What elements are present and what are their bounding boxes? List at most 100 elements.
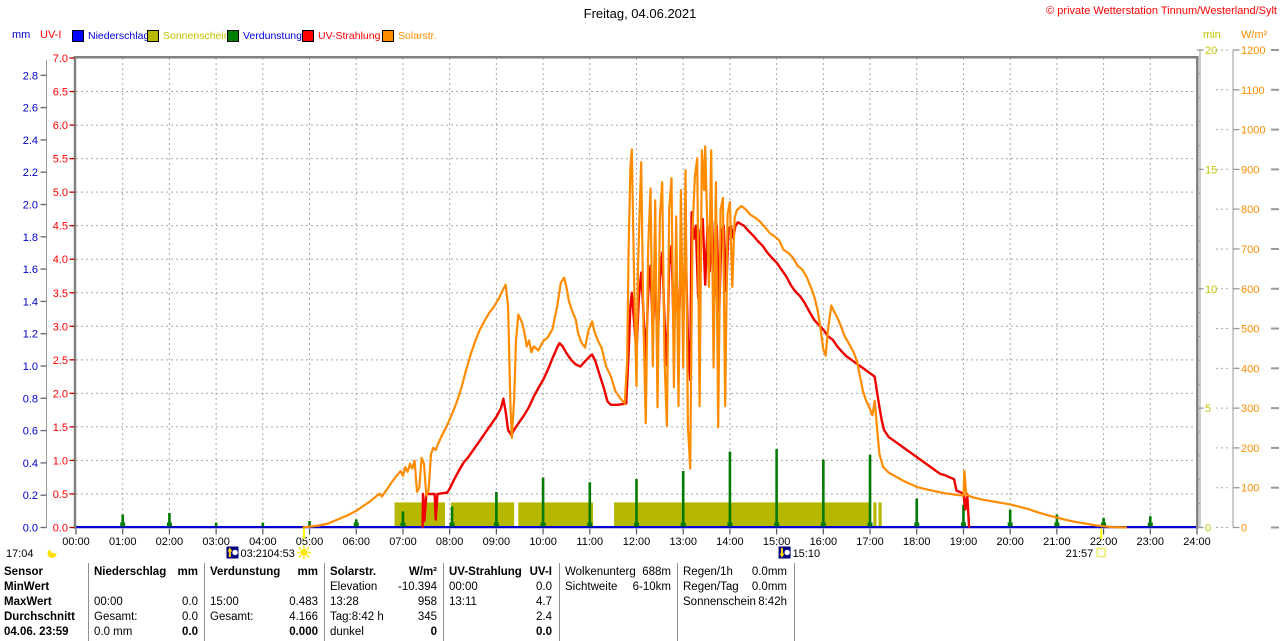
stats-col-verdunstung: Verdunstung mm 15:00 0.483 Gesamt: 4.166 0.… <box>210 565 318 640</box>
cell: Wolkenunterg <box>565 566 636 578</box>
min-tick-label: 20 <box>1205 45 1217 57</box>
wm2-tick-label: 1200 <box>1241 45 1265 57</box>
row-label: 04.06. 23:59 <box>4 626 69 638</box>
cell: mm <box>177 566 198 578</box>
uv-line <box>421 211 971 528</box>
sun-ray <box>298 554 302 558</box>
uv-tick-label: 0.0 <box>53 523 68 535</box>
mm-tick-label: 0.8 <box>23 393 38 405</box>
cell: 0.000 <box>289 626 318 638</box>
cell: Gesamt: <box>94 611 138 623</box>
sunset-time: 21:57 <box>1066 548 1094 560</box>
chart-plot: 0.0 0.2 0.4 0.6 0.8 1.0 1.2 1.4 1.6 1.8 2.0 2.2 2.4 2… <box>6 45 1279 560</box>
sunrise-icon <box>300 548 308 557</box>
mm-axis-title: mm <box>12 29 31 41</box>
mm-tick-label: 2.2 <box>23 167 38 179</box>
arrow-down-head <box>779 553 785 558</box>
x-tick-label: 22:00 <box>1090 536 1118 548</box>
legend-label: Sonnenschein <box>163 30 230 42</box>
x-tick-label: 01:00 <box>109 536 137 548</box>
x-tick-label: 21:00 <box>1043 536 1071 548</box>
moonset-icon <box>778 546 791 559</box>
moonset-time: 15:10 <box>793 548 821 560</box>
x-tick-label: 05:00 <box>296 536 324 548</box>
cell: 345 <box>417 611 437 623</box>
table-separator <box>324 563 325 641</box>
moon-glyph <box>784 549 790 556</box>
sunshine-bar <box>451 502 515 527</box>
uv-tick-label: 1.0 <box>53 455 68 467</box>
uv-tick-label: 7.0 <box>53 53 68 65</box>
cell: 13:28 <box>330 596 359 608</box>
row-label: Sensor <box>4 566 43 578</box>
mm-tick-label: 0.4 <box>23 458 38 470</box>
cell: 958 <box>417 596 437 608</box>
arrow-up-head <box>227 547 233 552</box>
mm-tick-label: 1.0 <box>23 361 38 373</box>
legend-item-uv-strahlung: UV-Strahlung <box>302 30 380 42</box>
legend-item-solarstr: Solarstr. <box>382 30 437 42</box>
cell: 0.0 mm <box>94 626 133 638</box>
cell: UV-Strahlung <box>449 566 522 578</box>
uv-tick-label: 5.5 <box>53 154 68 166</box>
table-separator <box>677 563 678 641</box>
legend-label: Niederschlag <box>88 30 150 42</box>
cell: 0.0 <box>182 626 198 638</box>
cell: 4.7 <box>536 596 552 608</box>
x-tick-label: 16:00 <box>810 536 838 548</box>
sunset-icon <box>1096 547 1107 558</box>
wm2-tick-label: 800 <box>1241 204 1259 216</box>
x-tick-label: 14:00 <box>716 536 744 548</box>
moonrise-prev-time: 17:04 <box>6 548 34 560</box>
uv-tick-label: 6.5 <box>53 87 68 99</box>
uv-tick-label: 3.5 <box>53 288 68 300</box>
uv-tick-label: 0.5 <box>53 489 68 501</box>
verdunstung-swatch-icon <box>227 30 239 42</box>
x-tick-label: 08:00 <box>436 536 464 548</box>
sunshine-bar <box>614 502 870 527</box>
legend-label: Solarstr. <box>398 30 437 42</box>
x-tick-label: 02:00 <box>156 536 184 548</box>
uvi-axis-title: UV-I <box>40 29 62 41</box>
legend-label: Verdunstung <box>243 30 302 42</box>
x-tick-label: 07:00 <box>389 536 417 548</box>
uv-tick-label: 3.0 <box>53 321 68 333</box>
cell: UV-I <box>529 566 552 578</box>
x-tick-label: 04:00 <box>249 536 277 548</box>
cell: 0 <box>430 626 437 638</box>
cell: 0.0 <box>182 596 198 608</box>
cell: dunkel <box>330 626 364 638</box>
sonnenschein-swatch-icon <box>147 30 159 42</box>
x-tick-label: 15:00 <box>763 536 791 548</box>
page-title: Freitag, 04.06.2021 <box>583 6 697 21</box>
uv-tick-label: 6.0 <box>53 120 68 132</box>
wm2-tick-label: 400 <box>1241 363 1259 375</box>
stats-col-wolken: Wolkenunterg 688m Sichtweite 6-10km <box>565 565 671 640</box>
mm-tick-label: 1.4 <box>23 296 38 308</box>
cell: 0.0mm <box>751 581 787 593</box>
uv-strahlung-swatch-icon <box>302 30 314 42</box>
cell: 0.483 <box>289 596 318 608</box>
wm2-tick-label: 700 <box>1241 244 1259 256</box>
wm2-tick-label: 500 <box>1241 324 1259 336</box>
moonrise-icon <box>226 546 239 559</box>
legend-item-niederschlag: Niederschlag <box>72 30 149 42</box>
legend-item-verdunstung: Verdunstung <box>227 30 302 42</box>
cell: Regen/Tag <box>683 581 739 593</box>
cell: 13:11 <box>449 596 477 608</box>
cell: 2.4 <box>536 611 552 623</box>
sunshine-bar <box>394 502 445 527</box>
min-axis-title: min <box>1203 29 1221 41</box>
niederschlag-swatch-icon <box>72 30 84 42</box>
mm-tick-label: 1.6 <box>23 264 38 276</box>
x-tick-label: 03:00 <box>202 536 230 548</box>
wm2-tick-label: 600 <box>1241 284 1259 296</box>
mm-tick-label: 2.8 <box>23 70 38 82</box>
uv-tick-label: 2.5 <box>53 355 68 367</box>
sun-ray <box>298 547 302 551</box>
mm-tick-label: 2.6 <box>23 103 38 115</box>
x-tick-label: 11:00 <box>576 536 603 548</box>
x-tick-label: 09:00 <box>483 536 511 548</box>
uv-tick-label: 4.5 <box>53 221 68 233</box>
mm-tick-label: 0.0 <box>23 523 38 535</box>
